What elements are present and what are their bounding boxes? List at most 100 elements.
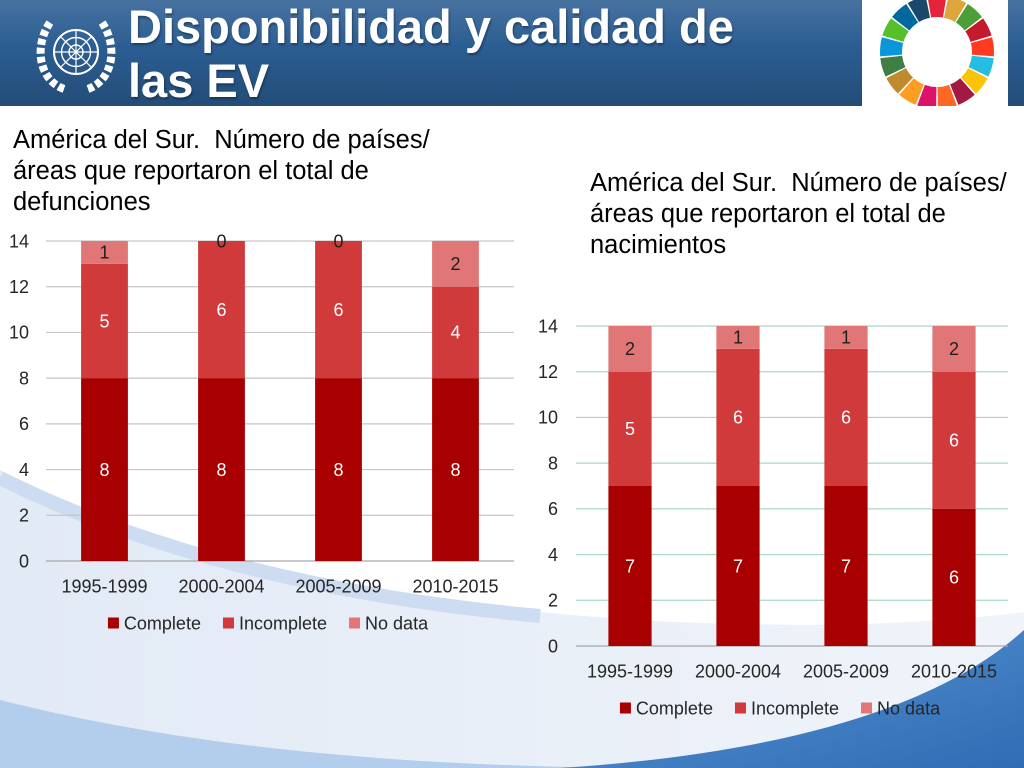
legend: Complete Incomplete No data	[619, 698, 941, 718]
legend: Complete Incomplete No data	[107, 613, 429, 633]
legend-swatch	[619, 702, 631, 714]
y-tick-label: 2	[19, 506, 29, 526]
legend-swatch	[734, 702, 746, 714]
bar-incomplete	[198, 241, 245, 379]
bar-no-data	[81, 241, 128, 264]
y-tick-label: 10	[9, 323, 29, 343]
y-tick-label: 0	[548, 636, 558, 656]
sdg-wheel-segment	[886, 68, 914, 94]
legend-item: Complete	[619, 698, 713, 718]
data-label: 2	[949, 339, 959, 359]
sdg-wheel-segment	[899, 78, 924, 105]
legend-item: No data	[349, 613, 429, 633]
data-label: 1	[841, 328, 851, 348]
bar-no-data	[432, 241, 479, 287]
bar-incomplete	[432, 286, 479, 379]
data-label: 2	[625, 339, 635, 359]
data-label: 5	[625, 419, 635, 439]
y-tick-label: 2	[548, 591, 558, 611]
title-banner	[0, 0, 1024, 106]
sdg-wheel-icon	[880, 0, 994, 106]
background-swoosh-dark	[560, 630, 1024, 768]
legend-label: No data	[365, 613, 429, 633]
data-label: 6	[216, 300, 226, 320]
bar-incomplete	[315, 241, 362, 379]
sdg-wheel-segment	[955, 4, 982, 31]
y-tick-label: 14	[9, 231, 29, 251]
background-swoosh-light	[0, 700, 640, 768]
x-tick-label: 1995-1999	[61, 576, 147, 596]
bar-incomplete	[608, 371, 652, 486]
chart-title: América del Sur. Número de países/áreas …	[13, 126, 430, 216]
data-label: 7	[625, 556, 635, 576]
x-tick-label: 2010-2015	[911, 661, 997, 681]
data-label: 1	[99, 243, 109, 263]
x-tick-label: 2000-2004	[695, 661, 781, 681]
bar-incomplete	[716, 348, 760, 486]
legend-swatch	[349, 617, 361, 629]
sdg-wheel-segment	[928, 0, 946, 18]
data-label: 5	[99, 311, 109, 331]
sdg-wheel-segment	[880, 55, 906, 77]
data-label: 8	[333, 460, 343, 480]
legend-swatch	[861, 702, 873, 714]
legend-item: Incomplete	[734, 698, 839, 718]
legend-label: Complete	[124, 613, 201, 633]
bar-complete	[608, 486, 652, 646]
y-tick-label: 8	[19, 368, 29, 388]
sdg-wheel-segment	[882, 18, 909, 42]
data-label: 7	[841, 556, 851, 576]
chart-title: América del Sur. Número de países/áreas …	[590, 169, 1007, 259]
slide-title: Disponibilidad y calidad de las EV	[128, 0, 734, 107]
y-tick-label: 0	[19, 551, 29, 571]
legend-item: No data	[861, 698, 941, 718]
legend-swatch	[222, 617, 234, 629]
bar-no-data	[716, 326, 760, 349]
un-emblem-icon	[36, 18, 116, 93]
bar-incomplete	[932, 371, 976, 509]
bar-no-data	[824, 326, 868, 349]
y-tick-label: 4	[548, 545, 558, 565]
y-tick-label: 10	[538, 408, 558, 428]
legend-item: Incomplete	[222, 613, 327, 633]
legend-label: Complete	[636, 698, 713, 718]
y-tick-label: 14	[538, 316, 558, 336]
y-tick-label: 12	[538, 362, 558, 382]
data-label: 8	[450, 460, 460, 480]
legend-label: No data	[877, 698, 941, 718]
data-label: 7	[733, 556, 743, 576]
x-tick-label: 2010-2015	[412, 576, 498, 596]
data-label: 6	[733, 408, 743, 428]
y-tick-label: 8	[548, 453, 558, 473]
sdg-wheel-segment	[943, 0, 967, 22]
y-tick-label: 6	[548, 499, 558, 519]
bar-no-data	[932, 326, 976, 372]
legend-item: Complete	[107, 613, 201, 633]
sdg-wheel-segment	[968, 55, 994, 77]
legend-label: Incomplete	[239, 613, 327, 633]
bar-complete	[315, 378, 362, 561]
sdg-wheel-segment	[970, 37, 994, 57]
x-tick-label: 2000-2004	[178, 576, 264, 596]
y-tick-label: 4	[19, 460, 29, 480]
x-tick-label: 1995-1999	[587, 661, 673, 681]
x-tick-label: 2005-2009	[803, 661, 889, 681]
x-tick-label: 2005-2009	[295, 576, 381, 596]
births-stacked-bar-chart: 0 2 4 6 8 10 12 14 7 5 2 1995-1999 7 6 1 2000-2004 7 6 1 20…	[538, 316, 1008, 718]
data-label: 6	[949, 431, 959, 451]
bar-complete	[932, 508, 976, 646]
data-label: 8	[99, 460, 109, 480]
bar-complete	[716, 486, 760, 646]
data-label: 8	[216, 460, 226, 480]
sdg-wheel-segment	[907, 0, 931, 22]
bar-complete	[198, 378, 245, 561]
sdg-logo-box	[862, 0, 1008, 106]
data-label: 0	[216, 231, 226, 251]
bar-complete	[432, 378, 479, 561]
sdg-wheel-segment	[960, 68, 988, 94]
legend-label: Incomplete	[751, 698, 839, 718]
legend-swatch	[107, 617, 119, 629]
data-label: 6	[949, 568, 959, 588]
sdg-wheel-segment	[892, 4, 919, 31]
data-label: 1	[733, 328, 743, 348]
